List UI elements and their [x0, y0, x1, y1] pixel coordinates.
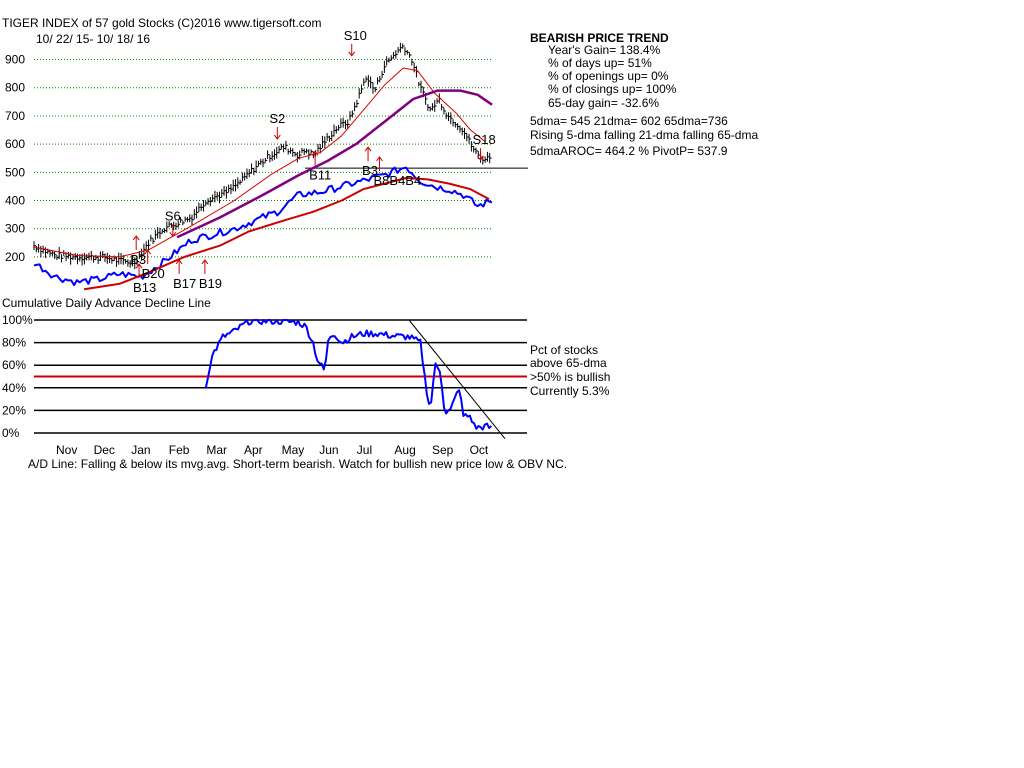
- lower-y-tick-label: 40%: [2, 381, 26, 395]
- lower-y-tick-label: 60%: [2, 358, 26, 372]
- lower-grid: [34, 319, 527, 434]
- buy-arrow-head: [376, 156, 383, 162]
- signal-label: B13: [133, 280, 156, 295]
- y-tick-label: 700: [5, 109, 25, 123]
- signal-label: B20: [142, 266, 165, 281]
- stat-openings-up: % of openings up= 0%: [548, 69, 669, 83]
- signal-label: S18: [473, 132, 496, 147]
- ad-mvg-avg-line: [83, 177, 490, 291]
- stat-years-gain: Year's Gain= 138.4%: [548, 43, 661, 57]
- upper-y-axis: 200 300 400 500 600 700 800 900: [5, 53, 25, 264]
- buy-arrow-head: [364, 146, 372, 152]
- signal-label: S2: [269, 111, 285, 126]
- buy-arrow-head: [144, 249, 152, 255]
- upper-series: [33, 67, 493, 291]
- signal-label: B11: [309, 167, 331, 182]
- signal-label: B8B4B4: [374, 173, 422, 188]
- buy-arrow-head: [135, 263, 143, 269]
- footer-note: A/D Line: Falling & below its mvg.avg. S…: [28, 457, 568, 471]
- upper-grid: [34, 59, 528, 258]
- signal-label: B19: [199, 276, 222, 291]
- chart-title: TIGER INDEX of 57 gold Stocks (C)2016 ww…: [2, 16, 322, 30]
- lower-y-tick-label: 0%: [2, 426, 20, 440]
- price-bars: [33, 42, 492, 270]
- month-label: Oct: [470, 443, 489, 457]
- legend-above-65dma: above 65-dma: [530, 356, 607, 370]
- stat-closings-up: % of closings up= 100%: [548, 82, 677, 96]
- month-label: Jan: [131, 443, 150, 457]
- x-axis-months: Nov Dec Jan Feb Mar Apr May Jun Jul Aug Sep Oct: [56, 443, 489, 457]
- buy-arrow-head: [311, 150, 319, 156]
- month-label: Apr: [244, 443, 263, 457]
- date-range: 10/ 22/ 15- 10/ 18/ 16: [36, 32, 151, 46]
- buy-arrow-head: [201, 259, 209, 265]
- legend-bullish-threshold: >50% is bullish: [530, 370, 611, 384]
- lower-y-axis: 100% 80% 60% 40% 20% 0%: [2, 313, 33, 440]
- month-label: Sep: [432, 443, 454, 457]
- lower-series: [204, 319, 506, 439]
- month-label: May: [282, 443, 305, 457]
- y-tick-label: 400: [5, 194, 25, 208]
- stat-65day-gain: 65-day gain= -32.6%: [548, 96, 660, 110]
- y-tick-label: 800: [5, 81, 25, 95]
- sell-arrow-head: [348, 51, 356, 57]
- legend-current-pct: Currently 5.3%: [530, 384, 610, 398]
- month-label: Aug: [394, 443, 415, 457]
- stat-dma-values: 5dma= 545 21dma= 602 65dma=736: [530, 114, 728, 128]
- lower-y-tick-label: 20%: [2, 403, 26, 417]
- stat-days-up: % of days up= 51%: [548, 56, 652, 70]
- signal-label: S6: [165, 208, 181, 223]
- y-tick-label: 600: [5, 137, 25, 151]
- month-label: Feb: [169, 443, 190, 457]
- pct-above-65dma-line: [204, 319, 492, 431]
- buy-arrow-head: [175, 259, 183, 265]
- sell-arrow-head: [273, 134, 281, 140]
- signal-label: B3: [362, 163, 378, 178]
- y-tick-label: 300: [5, 222, 25, 236]
- y-tick-label: 900: [5, 53, 25, 67]
- signal-label: B17: [173, 276, 196, 291]
- 21-dma-line: [33, 67, 486, 258]
- signal-label: S10: [344, 28, 367, 43]
- trend-heading: BEARISH PRICE TREND: [530, 31, 669, 45]
- sell-arrow-head: [169, 231, 177, 238]
- sell-arrow-head: [477, 155, 484, 161]
- lower-y-tick-label: 100%: [2, 313, 33, 327]
- downtrend-line: [408, 319, 506, 439]
- buy-arrow-head: [132, 235, 140, 241]
- lower-panel-title: Cumulative Daily Advance Decline Line: [2, 296, 211, 310]
- month-label: Mar: [206, 443, 227, 457]
- month-label: Jun: [319, 443, 338, 457]
- stat-dma-direction: Rising 5-dma falling 21-dma falling 65-d…: [530, 128, 759, 142]
- 65-dma-line: [176, 89, 493, 239]
- stat-aroc-pivot: 5dmaAROC= 464.2 % PivotP= 537.9: [530, 144, 728, 158]
- y-tick-label: 200: [5, 250, 25, 264]
- signal-label: B3: [130, 252, 146, 267]
- y-tick-label: 500: [5, 165, 25, 179]
- month-label: Nov: [56, 443, 77, 457]
- month-label: Jul: [357, 443, 372, 457]
- lower-y-tick-label: 80%: [2, 336, 26, 350]
- legend-pct-stocks: Pct of stocks: [530, 343, 599, 357]
- month-label: Dec: [94, 443, 115, 457]
